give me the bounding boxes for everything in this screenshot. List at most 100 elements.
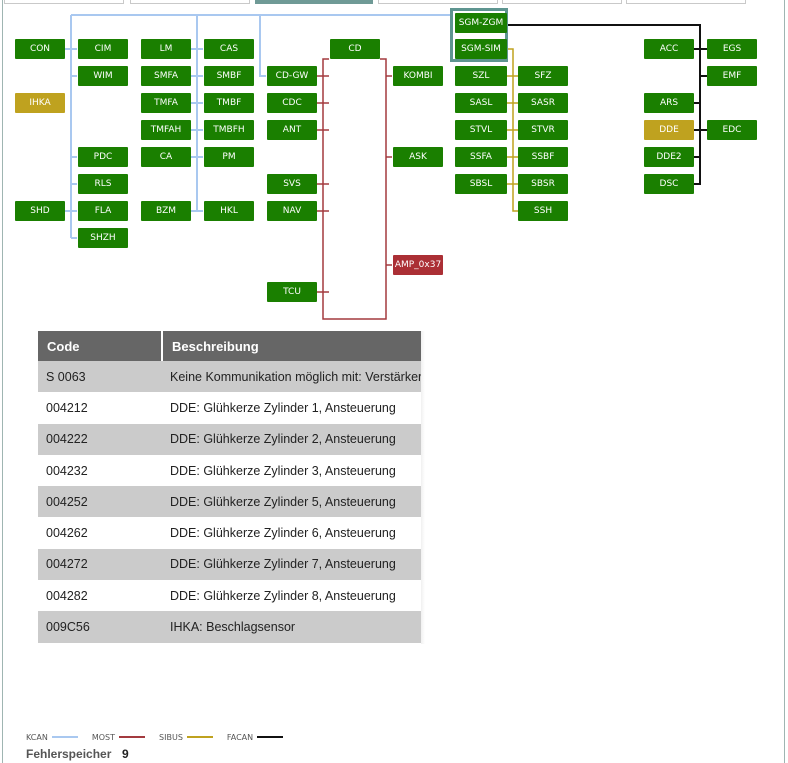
column-header-description[interactable]: Beschreibung	[162, 331, 421, 361]
ecu-sbsl[interactable]: SBSL	[455, 174, 507, 194]
ecu-con[interactable]: CON	[15, 39, 65, 59]
legend-label: FACAN	[226, 732, 254, 742]
fault-description: DDE: Glühkerze Zylinder 2, Ansteuerung	[162, 423, 421, 455]
ecu-rls[interactable]: RLS	[78, 174, 128, 194]
fault-description: DDE: Glühkerze Zylinder 1, Ansteuerung	[162, 392, 421, 424]
ecu-egs[interactable]: EGS	[707, 39, 757, 59]
fault-code: 009C56	[38, 611, 162, 643]
table-row[interactable]: 004262 DDE: Glühkerze Zylinder 6, Ansteue…	[38, 517, 421, 549]
gateway-group-frame	[450, 8, 508, 62]
ecu-amp-0x37[interactable]: AMP_0x37	[393, 255, 443, 275]
legend-label: MOST	[91, 732, 116, 742]
fault-description: IHKA: Beschlagsensor	[162, 611, 421, 643]
ecu-ihka[interactable]: IHKA	[15, 93, 65, 113]
ecu-sbsr[interactable]: SBSR	[518, 174, 568, 194]
fault-description: DDE: Glühkerze Zylinder 3, Ansteuerung	[162, 454, 421, 487]
tab-bar	[0, 0, 788, 4]
facan-lines	[507, 24, 707, 185]
ecu-bzm[interactable]: BZM	[141, 201, 191, 221]
ecu-dsc[interactable]: DSC	[644, 174, 694, 194]
ecu-pm[interactable]: PM	[204, 147, 254, 167]
legend-swatch-most	[119, 736, 146, 738]
ecu-sasl[interactable]: SASL	[455, 93, 507, 113]
ecu-cd[interactable]: CD	[330, 39, 380, 59]
fault-description: DDE: Glühkerze Zylinder 6, Ansteuerung	[162, 517, 421, 549]
legend-swatch-sibus	[186, 736, 213, 738]
ecu-ssfa[interactable]: SSFA	[455, 147, 507, 167]
ecu-kombi[interactable]: KOMBI	[393, 66, 443, 86]
ecu-stvl[interactable]: STVL	[455, 120, 507, 140]
ecu-ask[interactable]: ASK	[393, 147, 443, 167]
ecu-tmfa[interactable]: TMFA	[141, 93, 191, 113]
ecu-emf[interactable]: EMF	[707, 66, 757, 86]
ecu-wim[interactable]: WIM	[78, 66, 128, 86]
ecu-sfz[interactable]: SFZ	[518, 66, 568, 86]
fault-code: 004232	[38, 454, 162, 487]
ecu-ssbf[interactable]: SSBF	[518, 147, 568, 167]
ecu-nav[interactable]: NAV	[267, 201, 317, 221]
legend-label: KCAN	[26, 732, 48, 742]
ecu-shzh[interactable]: SHZH	[78, 228, 128, 248]
legend-label: SIBUS	[159, 732, 183, 742]
fault-code: 004272	[38, 548, 162, 581]
legend-item-kcan: KCAN	[26, 733, 78, 742]
fault-memory-count: 9	[122, 747, 129, 761]
ecu-cdc[interactable]: CDC	[267, 93, 317, 113]
ecu-svs[interactable]: SVS	[267, 174, 317, 194]
ecu-sasr[interactable]: SASR	[518, 93, 568, 113]
ecu-dde2[interactable]: DDE2	[644, 147, 694, 167]
tab-2[interactable]	[130, 0, 250, 4]
window-border-left	[2, 0, 3, 763]
legend-item-sibus: SIBUS	[159, 733, 213, 742]
ecu-lm[interactable]: LM	[141, 39, 191, 59]
fault-code: S 0063	[38, 361, 162, 393]
ecu-cim[interactable]: CIM	[78, 39, 128, 59]
tab-6[interactable]	[626, 0, 746, 4]
table-row[interactable]: 004222 DDE: Glühkerze Zylinder 2, Ansteue…	[38, 423, 421, 455]
ecu-acc[interactable]: ACC	[644, 39, 694, 59]
table-row[interactable]: 004212 DDE: Glühkerze Zylinder 1, Ansteue…	[38, 392, 421, 424]
sibus-lines	[507, 48, 518, 212]
bus-topology-lines	[65, 14, 707, 320]
fault-description: DDE: Glühkerze Zylinder 7, Ansteuerung	[162, 548, 421, 581]
ecu-tmbfh[interactable]: TMBFH	[204, 120, 254, 140]
kcan-bus-lines	[65, 14, 450, 239]
tab-1[interactable]	[4, 0, 124, 4]
table-row[interactable]: 004282 DDE: Glühkerze Zylinder 8, Ansteue…	[38, 580, 421, 612]
fault-code: 004282	[38, 580, 162, 612]
ecu-cas[interactable]: CAS	[204, 39, 254, 59]
ecu-tmfah[interactable]: TMFAH	[141, 120, 191, 140]
ecu-ant[interactable]: ANT	[267, 120, 317, 140]
ecu-fla[interactable]: FLA	[78, 201, 128, 221]
ecu-hkl[interactable]: HKL	[204, 201, 254, 221]
table-row[interactable]: 009C56 IHKA: Beschlagsensor	[38, 611, 421, 643]
ecu-sgm-zgm[interactable]: SGM-ZGM	[455, 13, 507, 33]
fault-code: 004212	[38, 392, 162, 424]
column-header-code[interactable]: Code	[38, 331, 163, 361]
ecu-smbf[interactable]: SMBF	[204, 66, 254, 86]
ecu-szl[interactable]: SZL	[455, 66, 507, 86]
tab-active[interactable]	[255, 0, 373, 4]
ecu-stvr[interactable]: STVR	[518, 120, 568, 140]
ecu-ars[interactable]: ARS	[644, 93, 694, 113]
ecu-edc[interactable]: EDC	[707, 120, 757, 140]
table-row[interactable]: 004272 DDE: Glühkerze Zylinder 7, Ansteue…	[38, 548, 421, 581]
ecu-pdc[interactable]: PDC	[78, 147, 128, 167]
tab-4[interactable]	[378, 0, 498, 4]
fault-memory-label: Fehlerspeicher	[26, 747, 112, 761]
ecu-tcu[interactable]: TCU	[267, 282, 317, 302]
ecu-shd[interactable]: SHD	[15, 201, 65, 221]
table-row[interactable]: 004252 DDE: Glühkerze Zylinder 5, Ansteue…	[38, 486, 421, 518]
ecu-ca[interactable]: CA	[141, 147, 191, 167]
table-row[interactable]: S 0063 Keine Kommunikation möglich mit: V…	[38, 361, 421, 393]
legend-swatch-facan	[257, 736, 284, 738]
ecu-dde[interactable]: DDE	[644, 120, 694, 140]
ecu-sgm-sim[interactable]: SGM-SIM	[455, 39, 507, 59]
ecu-cd-gw[interactable]: CD-GW	[267, 66, 317, 86]
table-row[interactable]: 004232 DDE: Glühkerze Zylinder 3, Ansteue…	[38, 454, 421, 487]
ecu-tmbf[interactable]: TMBF	[204, 93, 254, 113]
ecu-ssh[interactable]: SSH	[518, 201, 568, 221]
legend-item-most: MOST	[91, 732, 146, 742]
tab-5[interactable]	[502, 0, 622, 4]
ecu-smfa[interactable]: SMFA	[141, 66, 191, 86]
